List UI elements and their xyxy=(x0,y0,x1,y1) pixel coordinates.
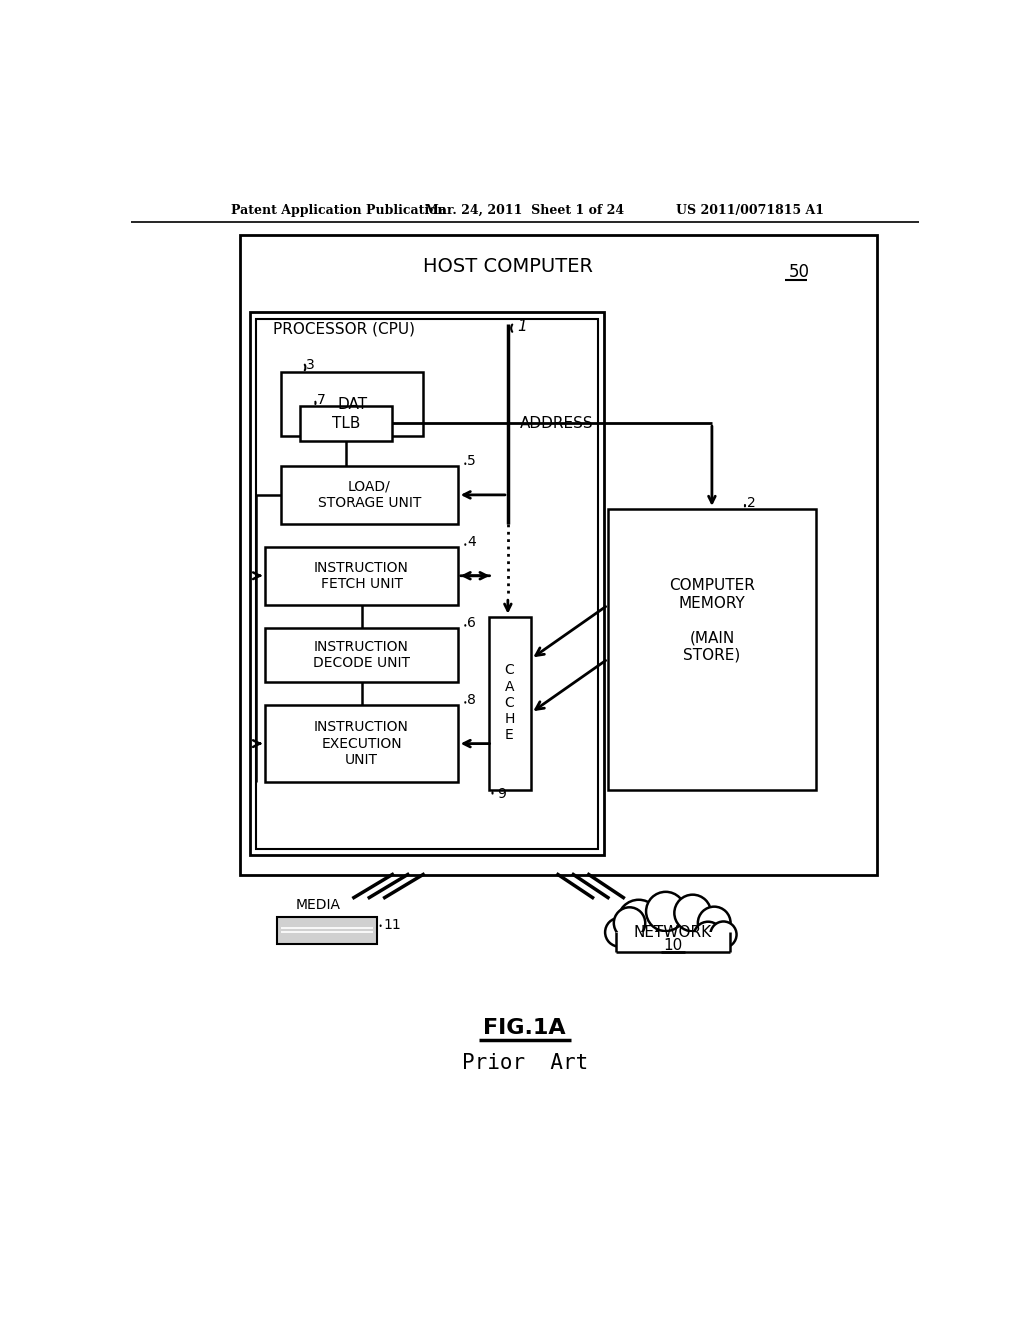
Bar xyxy=(265,628,458,682)
Text: LOAD/
STORAGE UNIT: LOAD/ STORAGE UNIT xyxy=(317,479,421,510)
Circle shape xyxy=(675,895,711,932)
Bar xyxy=(256,318,598,849)
Text: INSTRUCTION
DECODE UNIT: INSTRUCTION DECODE UNIT xyxy=(313,640,410,671)
Text: 11: 11 xyxy=(383,917,400,932)
Text: INSTRUCTION
EXECUTION
UNIT: INSTRUCTION EXECUTION UNIT xyxy=(314,721,409,767)
Bar xyxy=(281,466,458,524)
Text: 1: 1 xyxy=(517,318,527,334)
Circle shape xyxy=(646,892,685,931)
Bar xyxy=(250,313,604,855)
Text: C
A
C
H
E: C A C H E xyxy=(504,664,515,742)
Text: NETWORK: NETWORK xyxy=(634,925,712,940)
Text: Mar. 24, 2011  Sheet 1 of 24: Mar. 24, 2011 Sheet 1 of 24 xyxy=(425,205,625,218)
Bar xyxy=(488,616,531,789)
Text: PROCESSOR (CPU): PROCESSOR (CPU) xyxy=(273,322,415,337)
Bar xyxy=(608,508,816,789)
Text: Patent Application Publication: Patent Application Publication xyxy=(230,205,446,218)
Circle shape xyxy=(613,907,645,939)
Text: COMPUTER
MEMORY

(MAIN
STORE): COMPUTER MEMORY (MAIN STORE) xyxy=(669,578,755,663)
Text: 5: 5 xyxy=(467,454,476,469)
Bar xyxy=(265,705,458,781)
Text: 7: 7 xyxy=(316,393,326,407)
Bar xyxy=(615,932,730,952)
Text: 3: 3 xyxy=(306,358,314,372)
Text: FIG.1A: FIG.1A xyxy=(483,1019,566,1039)
Text: 2: 2 xyxy=(746,495,756,510)
Text: 10: 10 xyxy=(663,937,682,953)
Text: 8: 8 xyxy=(467,693,476,706)
Circle shape xyxy=(693,921,723,950)
Text: Prior  Art: Prior Art xyxy=(462,1053,588,1073)
Text: TLB: TLB xyxy=(332,416,360,430)
Text: INSTRUCTION
FETCH UNIT: INSTRUCTION FETCH UNIT xyxy=(314,561,409,591)
Circle shape xyxy=(605,917,634,946)
Text: 9: 9 xyxy=(497,788,506,801)
Text: 6: 6 xyxy=(467,615,476,630)
Bar xyxy=(300,407,392,441)
Circle shape xyxy=(698,907,730,940)
Circle shape xyxy=(711,921,736,948)
Text: DAT: DAT xyxy=(337,396,368,412)
Bar xyxy=(281,372,423,436)
Text: 4: 4 xyxy=(467,535,476,549)
Circle shape xyxy=(617,900,659,941)
Text: MEDIA: MEDIA xyxy=(296,899,341,912)
Text: US 2011/0071815 A1: US 2011/0071815 A1 xyxy=(676,205,823,218)
Bar xyxy=(276,917,377,944)
Text: HOST COMPUTER: HOST COMPUTER xyxy=(423,256,593,276)
Text: 50: 50 xyxy=(788,264,810,281)
Bar xyxy=(265,548,458,605)
Bar xyxy=(240,235,878,875)
Text: ADDRESS: ADDRESS xyxy=(519,416,593,430)
